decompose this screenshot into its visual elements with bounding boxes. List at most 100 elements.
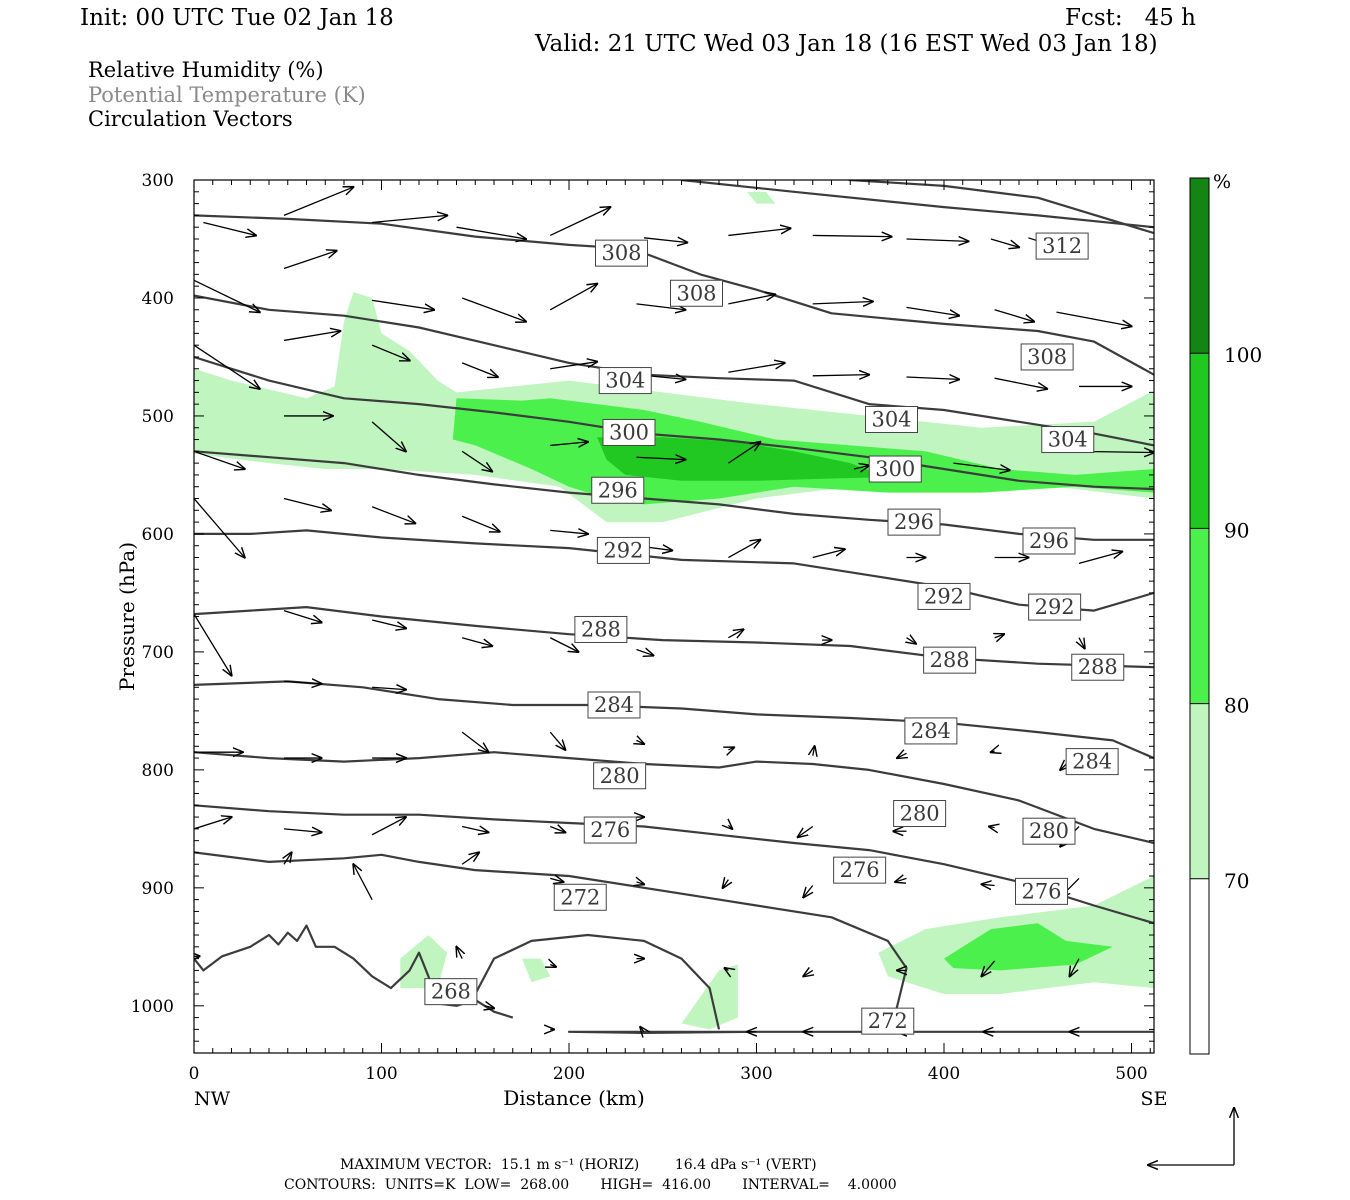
circulation-vector (812, 375, 869, 376)
circulation-vector (1078, 552, 1122, 565)
colorbar-level-label: 70 (1224, 869, 1249, 893)
circulation-vector (550, 878, 563, 882)
theta-contour-280 (194, 751, 1154, 845)
circulation-vector (456, 226, 526, 239)
circulation-vector (353, 864, 373, 900)
circulation-vector (636, 650, 654, 656)
contour-label-box (1022, 817, 1076, 845)
contour-label-box (591, 476, 645, 504)
contour-label-box (553, 883, 607, 911)
circulation-vector (989, 826, 995, 827)
circulation-vector (194, 450, 245, 469)
circulation-vector (461, 826, 488, 832)
x-end-label-se: SE (1141, 1088, 1168, 1110)
x-end-label-nw: NW (194, 1088, 231, 1110)
contour-label: 300 (609, 420, 649, 444)
circulation-vector (461, 450, 492, 471)
contour-label: 304 (605, 369, 645, 393)
circulation-vector (953, 462, 1009, 470)
contour-label-box (1071, 653, 1125, 681)
circulation-vector (283, 251, 337, 270)
contour-label: 288 (930, 648, 970, 672)
colorbar-frame (1189, 177, 1210, 1055)
circulation-vector (906, 377, 960, 379)
colorbar-segment (1190, 178, 1209, 354)
y-tick-label: 300 (142, 171, 174, 191)
y-tick-label: 1000 (131, 997, 174, 1017)
circulation-vector (485, 1006, 494, 1008)
circulation-vector (982, 884, 995, 885)
contour-label-box (1065, 748, 1119, 776)
x-tick-label: 0 (189, 1064, 200, 1084)
contour-label-box (833, 856, 887, 884)
maximum-vector-note: MAXIMUM VECTOR: 15.1 m s⁻¹ (HORIZ) 16.4 … (340, 1157, 817, 1173)
circulation-vector (728, 294, 775, 305)
circulation-vector (994, 377, 1048, 389)
rh-region-80 (944, 923, 1113, 971)
contour-label: 284 (911, 719, 951, 743)
theta-contour-296 (194, 450, 1154, 541)
circulation-vector (636, 457, 686, 459)
circulation-vector (991, 751, 995, 752)
circulation-vector (995, 634, 1004, 638)
theta-contour-272 (474, 933, 721, 1030)
circulation-vector (550, 965, 556, 967)
circulation-vector (643, 238, 687, 243)
forecast-hour: Fcst: 45 h (1065, 5, 1196, 31)
circulation-vector (813, 746, 815, 755)
rh-region-70 (747, 191, 776, 204)
circulation-vector (194, 344, 260, 389)
circulation-vector (371, 344, 410, 360)
contour-label-box (596, 536, 650, 564)
contour-label: 288 (581, 617, 621, 641)
circulation-vector (549, 731, 565, 750)
circulation-vector (549, 637, 578, 652)
circulation-vector (461, 731, 488, 752)
contour-label: 308 (1027, 345, 1067, 369)
circulation-vector (283, 187, 353, 216)
theta-contour-308 (194, 214, 1154, 376)
contour-label: 300 (875, 457, 915, 481)
circulation-vector (728, 629, 743, 637)
y-tick-label: 800 (142, 761, 174, 781)
circulation-vector (461, 515, 500, 531)
colorbar-level-label: 80 (1224, 694, 1249, 718)
circulation-vector (994, 309, 1034, 322)
circulation-vector (640, 1027, 644, 1032)
circulation-vector (637, 740, 645, 744)
contour-label-box (865, 405, 918, 433)
colorbar-segment (1190, 703, 1209, 879)
contour-label: 312 (1042, 234, 1082, 258)
circulation-vector (803, 885, 812, 897)
circulation-vector (1079, 637, 1085, 649)
circulation-vector (461, 852, 479, 865)
contour-label: 280 (600, 764, 640, 788)
circulation-vector (637, 882, 645, 884)
circulation-vector (283, 681, 322, 683)
circulation-vector (194, 498, 245, 558)
circulation-vector (906, 239, 969, 241)
contour-label-box (1035, 232, 1089, 260)
contour-label: 308 (676, 281, 716, 305)
circulation-vector (550, 442, 588, 446)
circulation-vector (194, 279, 260, 312)
contour-label: 280 (900, 802, 940, 826)
x-tick-label: 100 (365, 1064, 397, 1084)
contour-label-box (1015, 877, 1068, 905)
y-axis-title: Pressure (hPa) (115, 542, 139, 691)
contour-label-box (861, 1007, 915, 1035)
circulation-vector (457, 947, 463, 959)
y-tick-label: 400 (142, 289, 174, 309)
circulation-vector (372, 299, 434, 309)
contour-label: 292 (603, 538, 643, 562)
contour-label-box (1022, 527, 1076, 555)
circulation-vector (1056, 311, 1132, 326)
circulation-vector (907, 638, 916, 644)
colorbar-level-label: 100 (1224, 343, 1262, 367)
circulation-vector (990, 238, 1019, 247)
contour-label-box (424, 978, 478, 1006)
rh-region-70 (681, 964, 738, 1030)
circulation-vector (728, 442, 760, 464)
x-tick-label: 200 (553, 1064, 585, 1084)
